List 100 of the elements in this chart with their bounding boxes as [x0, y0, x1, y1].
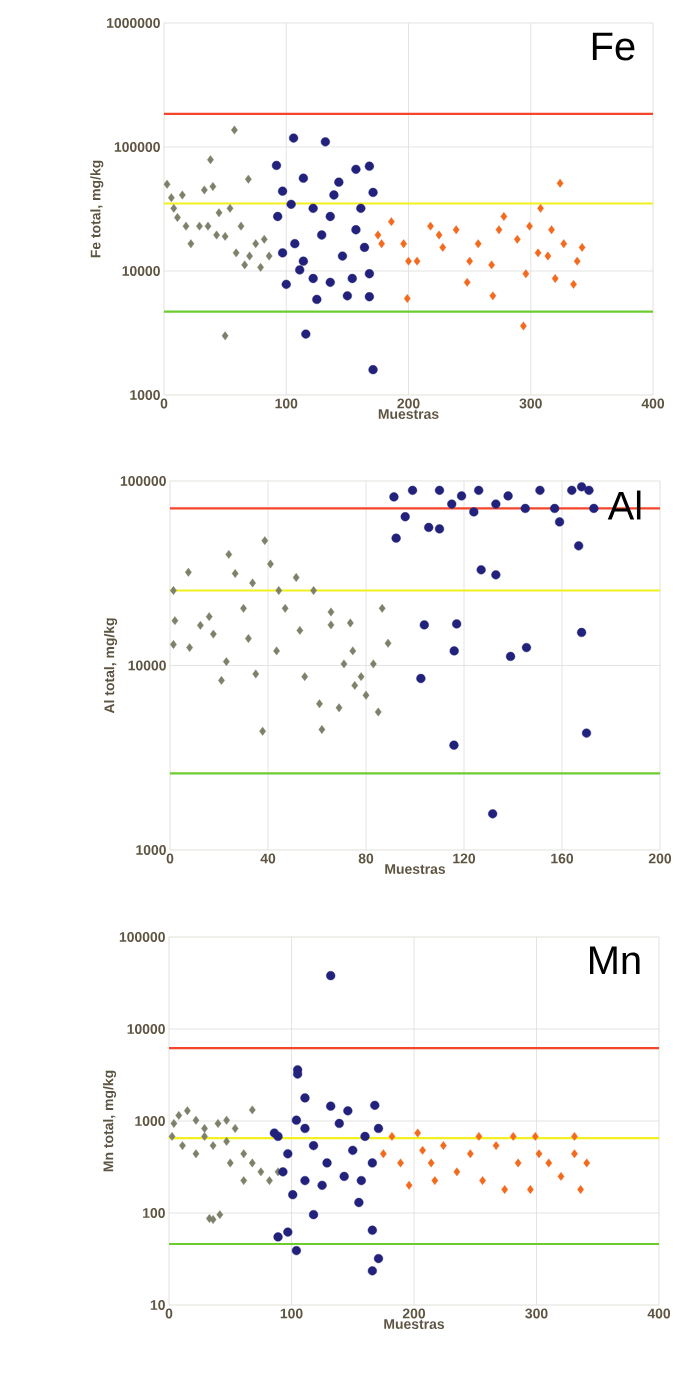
x-tick-label: 0 — [165, 1308, 173, 1319]
point — [210, 629, 217, 639]
point — [400, 512, 410, 522]
point — [223, 1115, 230, 1125]
point — [241, 260, 249, 270]
point — [201, 1124, 208, 1133]
point — [316, 699, 323, 709]
point — [248, 1158, 256, 1168]
point — [240, 1149, 248, 1159]
point — [201, 1132, 208, 1141]
point — [440, 1141, 447, 1151]
point — [337, 251, 348, 261]
point — [403, 294, 411, 303]
point — [521, 643, 532, 653]
point — [439, 242, 447, 252]
point — [556, 178, 564, 188]
x-tick-label: 200 — [648, 853, 672, 864]
point — [342, 291, 352, 301]
point — [340, 659, 348, 669]
y-tick-label: 10000 — [128, 660, 166, 671]
point — [318, 725, 326, 734]
point — [163, 179, 171, 189]
point — [359, 242, 370, 252]
point — [300, 1123, 310, 1134]
point — [308, 1141, 319, 1151]
point — [257, 1167, 265, 1177]
point — [434, 485, 445, 495]
point — [435, 230, 443, 240]
point — [249, 578, 256, 588]
point — [447, 499, 457, 509]
point — [192, 1149, 200, 1159]
point — [292, 573, 300, 582]
point — [354, 1197, 364, 1208]
point — [197, 620, 204, 630]
point — [204, 221, 212, 231]
point — [225, 550, 233, 559]
point — [368, 187, 378, 198]
point — [174, 213, 181, 222]
point — [583, 1158, 591, 1168]
point — [182, 221, 190, 231]
point — [248, 1105, 256, 1115]
x-tick-label: 300 — [519, 398, 542, 409]
point — [215, 208, 223, 218]
point — [463, 277, 471, 287]
point — [384, 638, 392, 648]
point — [364, 292, 374, 302]
point — [356, 203, 366, 213]
point — [476, 565, 486, 575]
point — [407, 485, 418, 495]
point — [252, 239, 260, 249]
point — [291, 1115, 301, 1125]
point — [467, 1149, 474, 1159]
point — [571, 1132, 578, 1141]
point — [281, 279, 291, 289]
point — [213, 230, 220, 240]
point — [554, 517, 565, 527]
point — [329, 190, 339, 200]
point — [389, 492, 399, 502]
point — [184, 1106, 191, 1116]
y-tick-label: 1000 — [130, 390, 160, 400]
annotation: Fe — [592, 32, 635, 61]
point — [221, 331, 229, 341]
point — [405, 1180, 413, 1190]
point — [240, 603, 247, 613]
point — [273, 1232, 283, 1242]
point — [469, 507, 479, 517]
point — [456, 491, 467, 501]
point — [231, 569, 239, 578]
point — [520, 321, 527, 331]
point — [275, 586, 283, 595]
point — [535, 1149, 543, 1159]
y-tick-label: 1000000 — [107, 18, 160, 28]
point — [364, 269, 374, 279]
point — [185, 567, 192, 577]
point — [265, 251, 273, 261]
point — [312, 294, 322, 304]
point — [584, 485, 594, 495]
point — [560, 239, 568, 249]
point — [223, 1137, 230, 1146]
point — [327, 607, 335, 617]
point — [240, 1176, 248, 1185]
point — [522, 269, 530, 279]
point — [221, 232, 229, 241]
point — [288, 1190, 298, 1200]
point — [526, 221, 533, 231]
point — [577, 482, 587, 492]
y-axis-title: Mn total, mg/kg — [103, 1070, 117, 1172]
point — [577, 627, 587, 638]
point — [277, 186, 288, 196]
x-tick-label: 400 — [647, 1308, 671, 1319]
point — [278, 1167, 288, 1177]
y-tick-label: 10000 — [127, 1024, 165, 1034]
point — [362, 690, 370, 700]
point — [416, 673, 426, 684]
point — [431, 1176, 439, 1185]
point — [581, 728, 592, 738]
point — [544, 251, 552, 261]
point — [277, 248, 288, 258]
point — [179, 1141, 186, 1151]
x-tick-label: 100 — [275, 398, 298, 409]
